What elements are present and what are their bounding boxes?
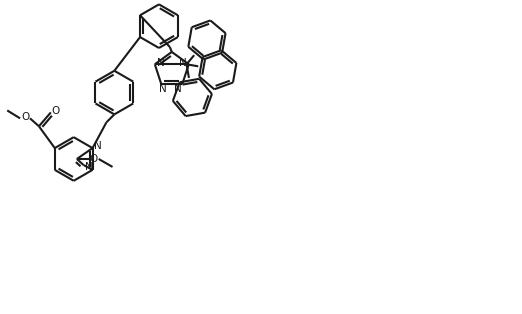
Text: O: O <box>52 106 60 116</box>
Text: N: N <box>85 162 92 172</box>
Text: N: N <box>179 58 187 68</box>
Text: O: O <box>90 154 98 164</box>
Text: N: N <box>159 84 167 94</box>
Text: N: N <box>93 141 101 151</box>
Text: O: O <box>21 112 29 122</box>
Text: N: N <box>174 84 182 94</box>
Text: N: N <box>157 58 164 68</box>
